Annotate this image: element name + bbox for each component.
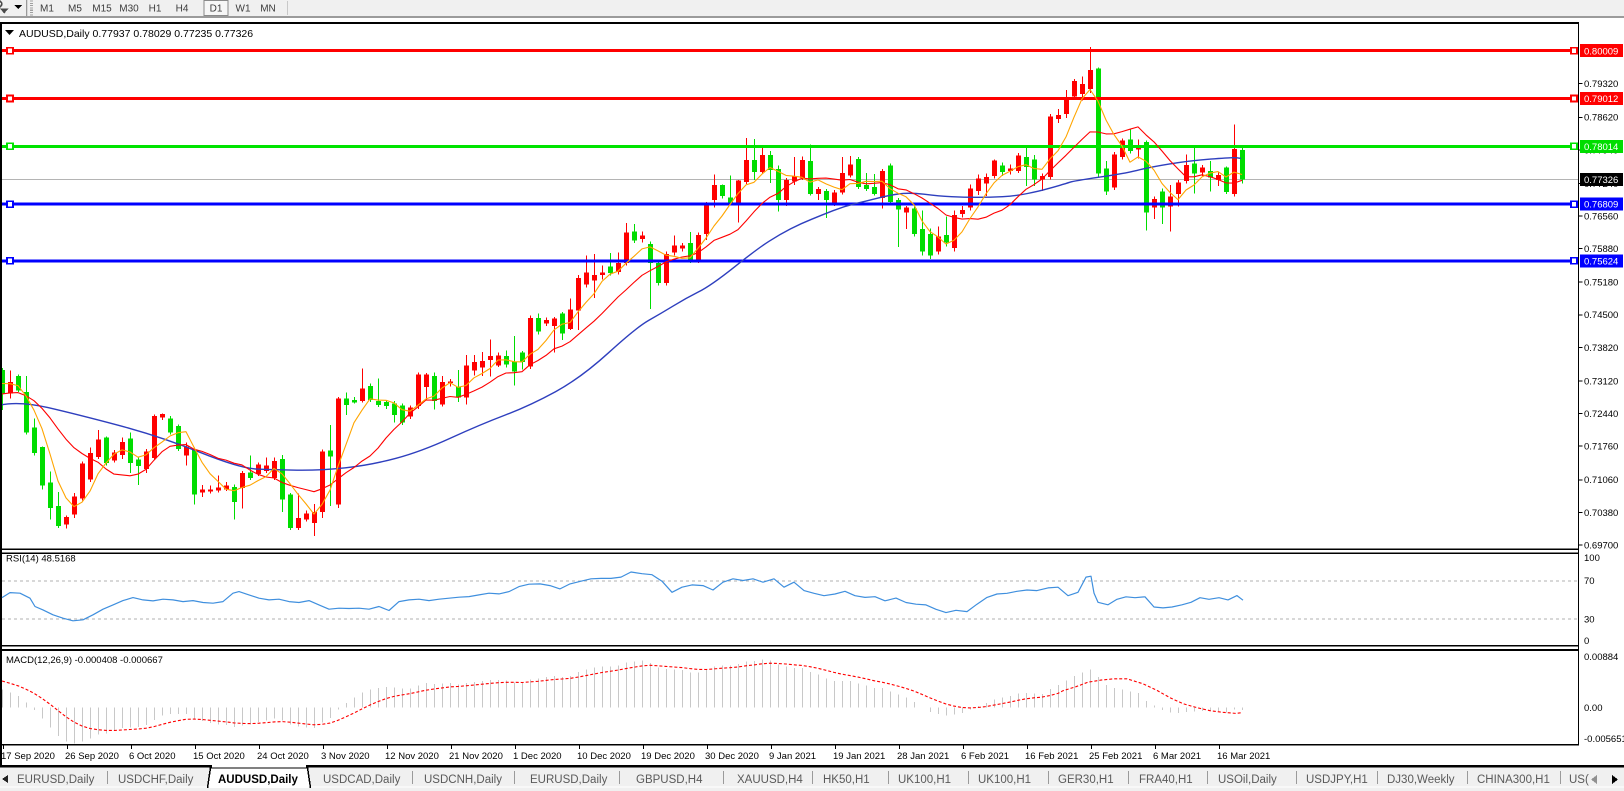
svg-text:W1: W1 <box>236 4 251 15</box>
svg-text:0.79320: 0.79320 <box>1584 79 1618 90</box>
svg-text:EURUSD,Daily: EURUSD,Daily <box>17 774 95 786</box>
svg-text:12 Nov 2020: 12 Nov 2020 <box>385 751 439 762</box>
svg-text:USDCHF,Daily: USDCHF,Daily <box>118 774 194 786</box>
svg-text:19 Jan 2021: 19 Jan 2021 <box>833 751 885 762</box>
svg-text:0.80009: 0.80009 <box>1584 46 1618 57</box>
svg-text:GBPUSD,H4: GBPUSD,H4 <box>636 774 703 786</box>
svg-text:0.77326: 0.77326 <box>1584 175 1618 186</box>
svg-text:CHINA300,H1: CHINA300,H1 <box>1477 774 1550 786</box>
svg-text:1 Dec 2020: 1 Dec 2020 <box>513 751 562 762</box>
svg-text:EURUSD,Daily: EURUSD,Daily <box>530 774 608 786</box>
svg-text:0.78014: 0.78014 <box>1584 142 1618 153</box>
svg-text:6 Mar 2021: 6 Mar 2021 <box>1153 751 1201 762</box>
svg-text:MACD(12,26,9) -0.000408 -0.000: MACD(12,26,9) -0.000408 -0.000667 <box>6 655 163 666</box>
svg-text:15 Oct 2020: 15 Oct 2020 <box>193 751 245 762</box>
svg-text:FRA40,H1: FRA40,H1 <box>1139 774 1193 786</box>
svg-text:UK100,H1: UK100,H1 <box>978 774 1031 786</box>
svg-text:16 Mar 2021: 16 Mar 2021 <box>1217 751 1270 762</box>
svg-text:0.76809: 0.76809 <box>1584 200 1618 211</box>
svg-text:0.72440: 0.72440 <box>1584 409 1618 420</box>
svg-text:UK100,H1: UK100,H1 <box>898 774 951 786</box>
svg-text:H4: H4 <box>176 4 189 15</box>
svg-text:0.75880: 0.75880 <box>1584 244 1618 255</box>
svg-text:USDCNH,Daily: USDCNH,Daily <box>424 774 502 786</box>
svg-text:USOil,Daily: USOil,Daily <box>1218 774 1277 786</box>
svg-text:US(: US( <box>1569 774 1589 786</box>
svg-text:DJ30,Weekly: DJ30,Weekly <box>1387 774 1455 786</box>
svg-text:25 Feb 2021: 25 Feb 2021 <box>1089 751 1142 762</box>
svg-text:100: 100 <box>1584 553 1600 564</box>
svg-text:0.70380: 0.70380 <box>1584 508 1618 519</box>
svg-text:17 Sep 2020: 17 Sep 2020 <box>1 751 55 762</box>
svg-text:28 Jan 2021: 28 Jan 2021 <box>897 751 949 762</box>
svg-text:0.74500: 0.74500 <box>1584 310 1618 321</box>
svg-text:H1: H1 <box>149 4 162 15</box>
svg-text:-0.005651: -0.005651 <box>1584 734 1624 745</box>
svg-text:16 Feb 2021: 16 Feb 2021 <box>1025 751 1078 762</box>
svg-text:MN: MN <box>260 4 276 15</box>
svg-text:HK50,H1: HK50,H1 <box>823 774 870 786</box>
svg-text:0.73120: 0.73120 <box>1584 376 1618 387</box>
svg-text:0.00: 0.00 <box>1584 703 1603 714</box>
svg-text:XAUUSD,H4: XAUUSD,H4 <box>737 774 803 786</box>
svg-text:RSI(14) 48.5168: RSI(14) 48.5168 <box>6 554 76 565</box>
svg-text:M30: M30 <box>119 4 139 15</box>
svg-text:9 Jan 2021: 9 Jan 2021 <box>769 751 816 762</box>
svg-text:0.00884: 0.00884 <box>1584 652 1618 663</box>
svg-text:26 Sep 2020: 26 Sep 2020 <box>65 751 119 762</box>
svg-text:19 Dec 2020: 19 Dec 2020 <box>641 751 695 762</box>
svg-text:0.75180: 0.75180 <box>1584 278 1618 289</box>
svg-text:24 Oct 2020: 24 Oct 2020 <box>257 751 309 762</box>
svg-text:30: 30 <box>1584 614 1595 625</box>
svg-text:30 Dec 2020: 30 Dec 2020 <box>705 751 759 762</box>
svg-text:10 Dec 2020: 10 Dec 2020 <box>577 751 631 762</box>
svg-text:0.69700: 0.69700 <box>1584 540 1618 551</box>
svg-text:0.71760: 0.71760 <box>1584 442 1618 453</box>
svg-text:USDJPY,H1: USDJPY,H1 <box>1306 774 1368 786</box>
svg-text:6 Feb 2021: 6 Feb 2021 <box>961 751 1009 762</box>
svg-text:M5: M5 <box>68 4 82 15</box>
svg-text:AUDUSD,Daily 0.77937 0.78029: AUDUSD,Daily 0.77937 0.78029 0.77235 0.7… <box>19 28 253 40</box>
svg-text:0.79012: 0.79012 <box>1584 94 1618 105</box>
svg-text:D1: D1 <box>210 4 223 15</box>
svg-text:0.73820: 0.73820 <box>1584 343 1618 354</box>
svg-text:USDCAD,Daily: USDCAD,Daily <box>323 774 401 786</box>
svg-text:GER30,H1: GER30,H1 <box>1058 774 1114 786</box>
svg-text:0.75624: 0.75624 <box>1584 257 1618 268</box>
svg-text:6 Oct 2020: 6 Oct 2020 <box>129 751 175 762</box>
svg-text:70: 70 <box>1584 576 1595 587</box>
svg-text:0.76560: 0.76560 <box>1584 212 1618 223</box>
svg-text:M15: M15 <box>92 4 112 15</box>
svg-text:21 Nov 2020: 21 Nov 2020 <box>449 751 503 762</box>
svg-text:M1: M1 <box>40 4 54 15</box>
svg-text:0: 0 <box>1584 636 1589 647</box>
svg-text:0.78620: 0.78620 <box>1584 113 1618 124</box>
svg-text:3 Nov 2020: 3 Nov 2020 <box>321 751 370 762</box>
svg-text:AUDUSD,Daily: AUDUSD,Daily <box>218 774 298 786</box>
svg-text:0.71060: 0.71060 <box>1584 475 1618 486</box>
